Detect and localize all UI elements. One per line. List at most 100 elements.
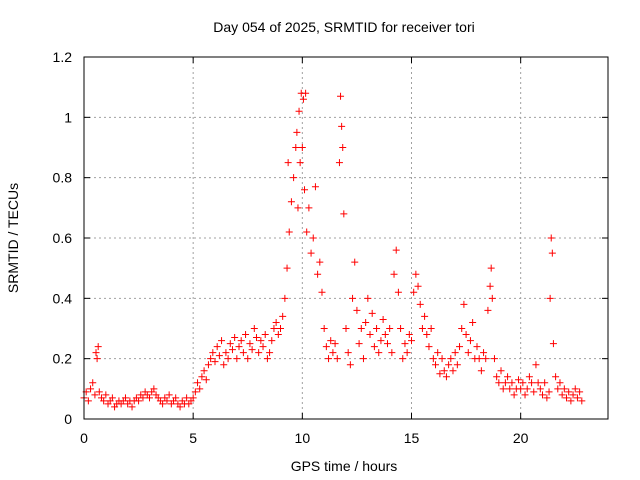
data-point [207, 355, 215, 363]
data-point [338, 122, 346, 130]
data-point [456, 343, 464, 351]
data-point [432, 361, 440, 369]
data-point [283, 264, 291, 272]
data-point [541, 379, 549, 387]
data-point [337, 92, 345, 100]
data-point [340, 210, 348, 218]
data-point [183, 394, 191, 402]
data-point [213, 343, 221, 351]
data-point [211, 358, 219, 366]
data-point [159, 400, 167, 408]
data-point [408, 337, 415, 345]
data-point [519, 379, 527, 387]
data-point [176, 403, 184, 411]
data-point [108, 394, 116, 402]
data-point [447, 355, 455, 363]
data-point [259, 343, 267, 351]
x-tick-label: 15 [404, 430, 420, 446]
data-point [215, 352, 223, 360]
data-point [418, 325, 426, 332]
data-point [545, 388, 553, 396]
data-point [325, 355, 333, 363]
data-point [94, 343, 102, 351]
data-point [517, 385, 525, 393]
data-point [497, 367, 505, 375]
data-point [320, 325, 328, 332]
data-point [252, 334, 260, 342]
data-point [228, 346, 236, 354]
data-point [392, 246, 400, 254]
data-point [239, 349, 247, 357]
data-point [357, 325, 365, 332]
data-point [346, 361, 354, 369]
data-point [514, 376, 522, 384]
data-point [287, 198, 295, 206]
data-point [301, 186, 309, 194]
data-point [549, 340, 557, 348]
data-point [573, 394, 581, 402]
data-point [405, 331, 413, 339]
x-tick-label: 20 [513, 430, 529, 446]
data-point [379, 315, 387, 323]
data-point [473, 343, 481, 351]
data-point [397, 325, 405, 332]
data-point [403, 349, 411, 357]
data-point [92, 349, 100, 357]
data-point [261, 331, 269, 339]
data-point [451, 349, 459, 357]
data-point [314, 270, 322, 278]
data-point [95, 388, 103, 396]
data-point [571, 385, 579, 393]
data-point [198, 373, 206, 381]
data-point [578, 397, 586, 405]
data-point [362, 318, 370, 326]
data-point [466, 337, 474, 345]
data-point [329, 349, 337, 357]
data-point [316, 258, 324, 266]
data-point [383, 340, 391, 348]
data-point [370, 343, 378, 351]
data-point [339, 144, 347, 151]
data-point [381, 331, 389, 339]
data-point [565, 388, 573, 396]
data-point [344, 349, 352, 357]
data-point [490, 355, 498, 363]
data-point [263, 355, 271, 363]
data-point [495, 379, 503, 387]
data-point [200, 367, 208, 375]
data-point [84, 397, 92, 405]
data-point [242, 331, 250, 339]
data-point [89, 379, 97, 387]
data-point [394, 288, 402, 296]
data-point [421, 312, 429, 320]
data-point [434, 349, 442, 357]
data-point [121, 394, 129, 402]
data-point [303, 228, 311, 236]
data-point [307, 249, 315, 257]
data-point [279, 312, 287, 320]
data-point [359, 355, 367, 363]
data-point [128, 403, 136, 411]
data-point [386, 325, 394, 332]
data-point [462, 331, 470, 339]
data-point [548, 249, 556, 257]
data-point [270, 325, 278, 332]
data-point [349, 294, 357, 302]
data-point [218, 337, 226, 345]
data-point [560, 385, 568, 393]
data-point [506, 385, 514, 393]
data-point [425, 343, 433, 351]
data-point [246, 340, 254, 348]
data-point [440, 367, 448, 375]
data-point [453, 361, 461, 369]
data-point [368, 309, 376, 317]
data-point [296, 159, 304, 167]
data-point [469, 318, 477, 326]
data-point [375, 349, 383, 357]
data-point [163, 397, 171, 405]
x-axis-label: GPS time / hours [291, 458, 398, 474]
data-point [554, 385, 562, 393]
data-point [189, 394, 197, 402]
data-point [87, 385, 95, 393]
